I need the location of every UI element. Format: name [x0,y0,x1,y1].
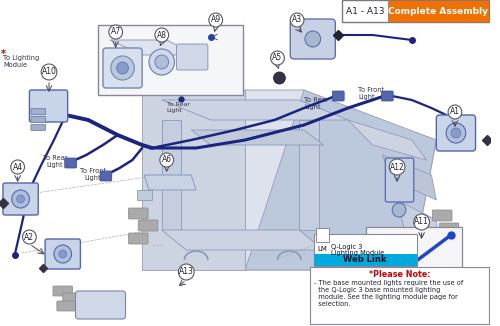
Text: A5: A5 [272,53,282,63]
Polygon shape [110,40,196,55]
Circle shape [451,128,461,138]
FancyBboxPatch shape [436,115,476,151]
Text: A7: A7 [110,27,121,37]
Circle shape [290,13,304,27]
Circle shape [305,31,320,47]
Circle shape [446,123,466,143]
Circle shape [448,105,462,119]
Text: To Front
Light: To Front Light [80,168,106,181]
Polygon shape [144,175,196,190]
Polygon shape [397,200,441,255]
FancyBboxPatch shape [440,223,459,234]
Circle shape [111,56,134,80]
Circle shape [160,153,173,167]
Text: *Please Note:: *Please Note: [369,270,430,279]
Polygon shape [138,190,152,200]
FancyBboxPatch shape [3,183,38,215]
FancyBboxPatch shape [138,220,158,231]
Circle shape [270,51,284,65]
FancyBboxPatch shape [63,293,82,303]
Circle shape [109,25,122,39]
Polygon shape [162,100,348,120]
FancyBboxPatch shape [31,125,46,130]
FancyBboxPatch shape [30,90,68,122]
Circle shape [155,55,168,69]
FancyBboxPatch shape [57,301,76,311]
Polygon shape [142,90,436,270]
Circle shape [22,230,36,244]
FancyBboxPatch shape [103,48,142,88]
Text: A3: A3 [292,16,302,24]
Text: To Front
Light: To Front Light [358,87,384,100]
FancyBboxPatch shape [31,116,46,123]
Text: Web Link: Web Link [344,256,387,264]
FancyBboxPatch shape [128,233,148,244]
Polygon shape [245,90,436,270]
Text: To Rear
Light: To Rear Light [304,97,328,110]
Polygon shape [162,120,182,230]
Polygon shape [191,130,324,145]
Text: Complete Assembly: Complete Assembly [388,7,488,16]
FancyBboxPatch shape [386,158,414,202]
Text: To Rear
Light: To Rear Light [166,102,190,113]
Text: A13: A13 [179,268,194,276]
FancyBboxPatch shape [53,286,72,296]
FancyBboxPatch shape [366,227,462,295]
Circle shape [11,160,24,174]
FancyBboxPatch shape [290,19,336,59]
Circle shape [209,13,222,27]
FancyBboxPatch shape [100,171,112,181]
FancyBboxPatch shape [31,109,46,114]
Text: To Rear
Light: To Rear Light [42,155,67,168]
Text: A12: A12 [390,162,404,171]
Polygon shape [299,120,318,230]
FancyBboxPatch shape [316,228,330,242]
Polygon shape [162,230,324,250]
Circle shape [41,64,57,80]
Circle shape [274,72,285,84]
Text: *: * [1,49,6,59]
FancyBboxPatch shape [432,210,452,221]
FancyBboxPatch shape [76,291,126,319]
Text: To Lighting
Module: To Lighting Module [3,55,39,68]
Circle shape [116,62,128,74]
Text: A1: A1 [450,108,460,116]
Text: A6: A6 [162,156,172,165]
Circle shape [149,49,174,75]
Circle shape [178,264,194,280]
Polygon shape [348,120,426,160]
FancyBboxPatch shape [332,91,344,101]
Circle shape [16,195,24,203]
Text: Q-Logic 3
Lighting Module: Q-Logic 3 Lighting Module [332,244,384,257]
Text: A4: A4 [12,162,22,171]
FancyBboxPatch shape [98,25,243,95]
Polygon shape [142,90,245,270]
Circle shape [12,190,29,208]
FancyBboxPatch shape [176,44,208,70]
Text: A11: A11 [414,217,429,227]
FancyBboxPatch shape [45,239,80,269]
FancyBboxPatch shape [314,254,416,266]
FancyBboxPatch shape [388,0,490,22]
FancyBboxPatch shape [64,158,76,168]
FancyBboxPatch shape [310,267,490,324]
Circle shape [54,245,72,263]
FancyBboxPatch shape [342,0,490,22]
Text: - The base mounted lights require the use of
  the Q-Logic 3 base mounted lighti: - The base mounted lights require the us… [314,280,463,307]
Text: A8: A8 [157,31,167,39]
Circle shape [414,214,430,230]
FancyBboxPatch shape [128,208,148,219]
Circle shape [390,159,405,175]
Text: A2: A2 [24,232,34,242]
FancyBboxPatch shape [314,234,416,266]
Polygon shape [382,155,436,200]
Text: A1 - A13: A1 - A13 [346,7,385,16]
Circle shape [59,250,66,258]
FancyBboxPatch shape [382,91,393,101]
Circle shape [392,203,406,217]
Text: A9: A9 [210,16,221,24]
Text: A10: A10 [42,67,56,77]
Circle shape [155,28,168,42]
Text: LM: LM [318,246,328,252]
